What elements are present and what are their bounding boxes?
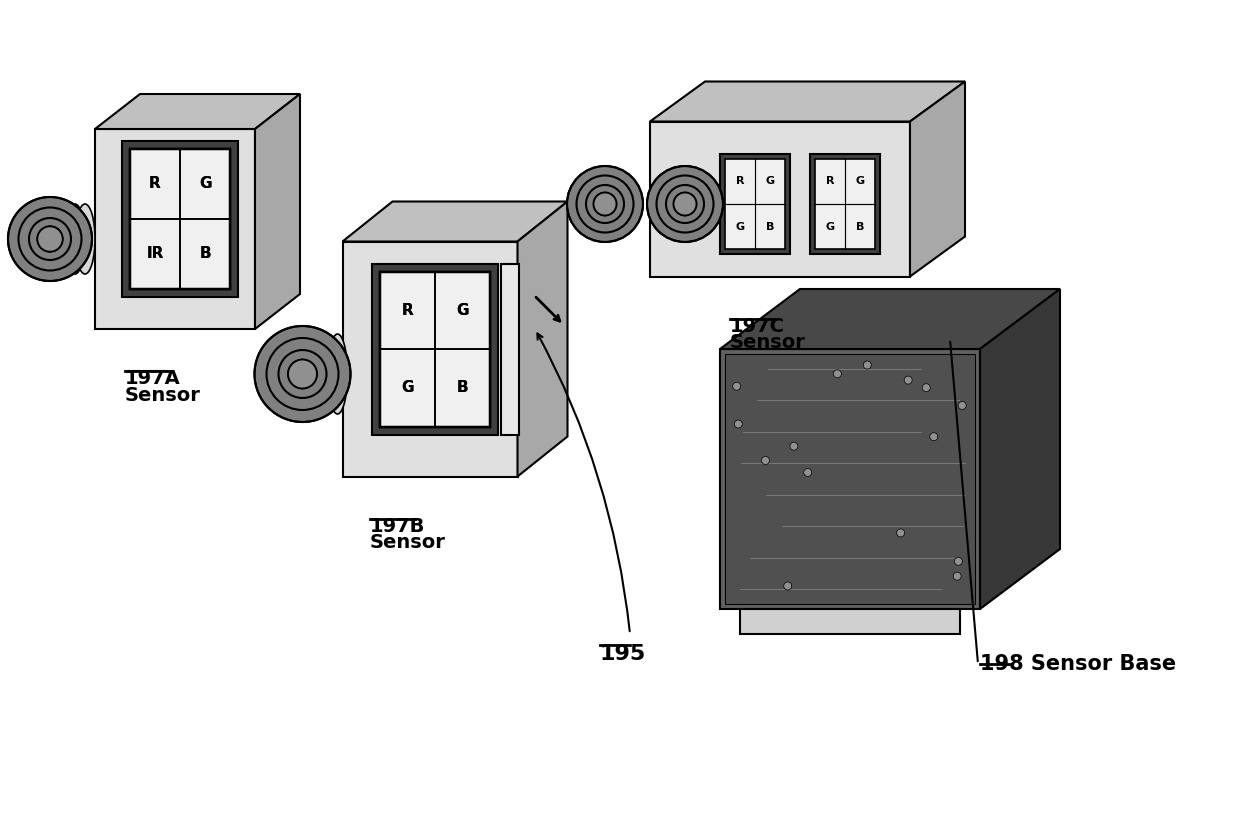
- Bar: [130, 149, 229, 289]
- Polygon shape: [255, 94, 300, 329]
- Ellipse shape: [64, 204, 86, 274]
- Text: 197A: 197A: [125, 369, 181, 388]
- Text: B: B: [200, 247, 211, 261]
- Ellipse shape: [327, 334, 347, 414]
- Circle shape: [901, 539, 909, 547]
- Bar: [815, 159, 875, 249]
- Text: G: G: [456, 303, 469, 318]
- Circle shape: [594, 192, 616, 215]
- Circle shape: [748, 570, 755, 578]
- Text: B: B: [456, 380, 469, 396]
- Circle shape: [941, 423, 949, 432]
- Circle shape: [288, 360, 317, 388]
- Polygon shape: [95, 129, 255, 329]
- Text: B: B: [200, 247, 211, 261]
- Ellipse shape: [317, 334, 337, 414]
- Circle shape: [739, 487, 746, 495]
- Circle shape: [934, 360, 941, 368]
- Polygon shape: [720, 289, 1060, 349]
- Text: R: R: [826, 177, 835, 187]
- Text: Sensor: Sensor: [125, 386, 201, 405]
- Bar: [379, 272, 490, 427]
- Circle shape: [764, 497, 771, 505]
- Polygon shape: [342, 201, 568, 242]
- Bar: [810, 154, 880, 254]
- Text: IR: IR: [146, 247, 164, 261]
- Text: B: B: [456, 380, 469, 396]
- Text: 195: 195: [600, 644, 646, 664]
- Polygon shape: [650, 82, 965, 121]
- Polygon shape: [720, 349, 980, 609]
- Circle shape: [940, 568, 949, 575]
- Polygon shape: [342, 242, 517, 477]
- Text: R: R: [149, 177, 161, 192]
- Bar: [725, 159, 785, 249]
- Text: R: R: [735, 177, 744, 187]
- Text: G: G: [735, 221, 744, 232]
- Circle shape: [7, 197, 92, 281]
- Circle shape: [903, 548, 910, 556]
- Polygon shape: [910, 82, 965, 277]
- Text: G: G: [856, 177, 864, 187]
- Bar: [720, 154, 790, 254]
- Text: B: B: [766, 221, 774, 232]
- Ellipse shape: [308, 334, 327, 414]
- Text: G: G: [456, 303, 469, 318]
- Bar: [372, 264, 498, 435]
- Text: G: G: [198, 177, 211, 192]
- Polygon shape: [517, 201, 568, 477]
- Text: G: G: [198, 177, 211, 192]
- Text: 197C: 197C: [730, 316, 785, 336]
- Text: G: G: [765, 177, 775, 187]
- Circle shape: [946, 523, 955, 531]
- Ellipse shape: [74, 204, 95, 274]
- Text: 198 Sensor Base: 198 Sensor Base: [980, 654, 1176, 674]
- Circle shape: [37, 226, 62, 251]
- Text: B: B: [856, 221, 864, 232]
- Text: IR: IR: [146, 247, 164, 261]
- Text: G: G: [402, 380, 414, 396]
- Circle shape: [673, 192, 697, 215]
- Polygon shape: [95, 94, 300, 129]
- Bar: [130, 149, 229, 289]
- Text: G: G: [402, 380, 414, 396]
- Bar: [725, 354, 975, 604]
- Circle shape: [843, 579, 851, 587]
- Text: Sensor: Sensor: [370, 533, 446, 553]
- Bar: [122, 141, 238, 297]
- Text: R: R: [402, 303, 413, 318]
- Polygon shape: [980, 289, 1060, 609]
- Text: R: R: [402, 303, 413, 318]
- Bar: [501, 264, 520, 435]
- Circle shape: [254, 326, 351, 422]
- Circle shape: [647, 166, 723, 242]
- Circle shape: [823, 383, 831, 391]
- Text: G: G: [826, 221, 835, 232]
- Text: Sensor: Sensor: [730, 333, 806, 352]
- Circle shape: [944, 483, 951, 491]
- Circle shape: [836, 541, 843, 550]
- Bar: [379, 272, 490, 427]
- Circle shape: [928, 389, 935, 397]
- Ellipse shape: [55, 204, 74, 274]
- Circle shape: [950, 514, 959, 521]
- Circle shape: [567, 166, 644, 242]
- Polygon shape: [650, 121, 910, 277]
- Bar: [740, 609, 960, 634]
- Text: R: R: [149, 177, 161, 192]
- Text: 197B: 197B: [370, 517, 425, 536]
